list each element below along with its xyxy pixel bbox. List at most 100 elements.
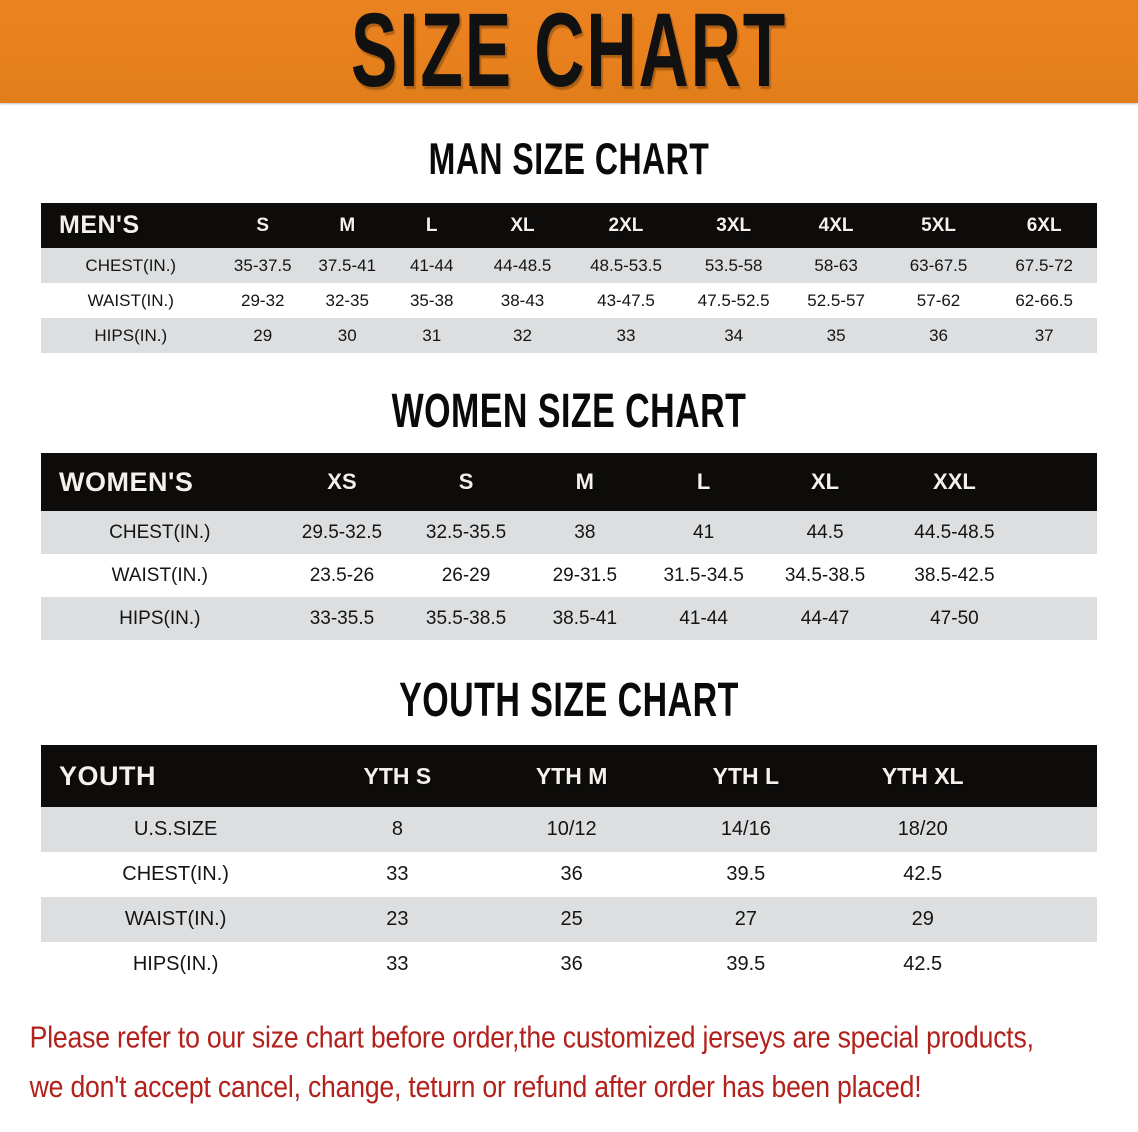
cell: 57-62 — [916, 290, 961, 310]
cell: 29-31.5 — [552, 564, 618, 586]
man-col-6xl: 6XL — [1026, 214, 1062, 236]
cell: 33 — [386, 953, 409, 975]
cell: 47.5-52.5 — [697, 290, 770, 310]
page-banner: SIZE CHART — [0, 0, 1138, 103]
cell: 38 — [574, 521, 596, 543]
cell: 63-67.5 — [909, 255, 968, 275]
cell: 14/16 — [720, 818, 771, 840]
youth-table-body: U.S.SIZE 8 10/12 14/16 18/20 CHEST(IN.) … — [41, 807, 1097, 987]
table-row: CHEST(IN.) 35-37.5 37.5-41 41-44 44-48.5… — [41, 248, 1097, 283]
cell: 36 — [560, 863, 583, 885]
youth-corner-label: YOUTH — [59, 760, 156, 791]
cell: 29 — [253, 325, 273, 345]
row-label-waist: WAIST(IN.) — [111, 564, 208, 586]
cell: 26-29 — [441, 564, 491, 586]
youth-section-title: YOUTH SIZE CHART — [399, 673, 739, 728]
cell: 34 — [724, 325, 744, 345]
cell: 36 — [929, 325, 948, 345]
row-label-waist: WAIST(IN.) — [124, 908, 227, 930]
cell: 33 — [386, 863, 409, 885]
cell: 43-47.5 — [597, 290, 655, 310]
women-table-body: CHEST(IN.) 29.5-32.5 32.5-35.5 38 41 44.… — [41, 511, 1097, 640]
cell: 29.5-32.5 — [301, 521, 383, 543]
disclaimer-line-2: we don't accept cancel, change, teturn o… — [29, 1070, 922, 1104]
cell: 62-66.5 — [1015, 290, 1073, 310]
cell: 30 — [337, 325, 357, 345]
cell: 37 — [1034, 325, 1054, 345]
disclaimer-line-1: Please refer to our size chart before or… — [29, 1020, 1034, 1055]
women-size-table-wrapper: WOMEN'S XS S M L XL XXL CHEST(IN.) 29.5-… — [41, 453, 1097, 640]
table-row: CHEST(IN.) 33 36 39.5 42.5 — [41, 852, 1097, 897]
cell: 29 — [911, 908, 934, 930]
table-row: WAIST(IN.) 29-32 32-35 35-38 38-43 43-47… — [41, 283, 1097, 318]
row-label-chest: CHEST(IN.) — [109, 521, 211, 543]
women-col-xl: XL — [811, 469, 840, 494]
youth-col-yth-xl: YTH XL — [881, 762, 964, 789]
table-row: U.S.SIZE 8 10/12 14/16 18/20 — [41, 807, 1097, 852]
man-col-2xl: 2XL — [608, 214, 644, 236]
cell-spacer — [1012, 897, 1097, 942]
women-col-s: S — [458, 469, 474, 494]
cell: 53.5-58 — [704, 255, 763, 275]
cell: 33 — [616, 325, 636, 345]
table-row: WAIST(IN.) 23 25 27 29 — [41, 897, 1097, 942]
cell: 38.5-41 — [552, 607, 618, 629]
disclaimer: Please refer to our size chart before or… — [8, 1013, 1113, 1112]
cell: 38.5-42.5 — [914, 564, 995, 586]
cell: 32-35 — [325, 290, 369, 310]
cell-spacer — [1012, 807, 1097, 852]
cell: 35-38 — [409, 290, 454, 310]
row-label-chest: CHEST(IN.) — [122, 863, 229, 885]
cell: 44.5 — [806, 521, 844, 543]
row-label-chest: CHEST(IN.) — [85, 255, 177, 275]
women-corner-label: WOMEN'S — [59, 466, 194, 497]
table-row: HIPS(IN.) 33-35.5 35.5-38.5 38.5-41 41-4… — [41, 597, 1097, 640]
cell: 39.5 — [726, 863, 766, 885]
youth-col-spacer — [1012, 745, 1097, 807]
cell: 33-35.5 — [309, 607, 375, 629]
women-section-title: WOMEN SIZE CHART — [391, 384, 747, 439]
cell: 41-44 — [409, 255, 454, 275]
cell: 44.5-48.5 — [914, 521, 995, 543]
cell: 18/20 — [897, 818, 948, 840]
youth-col-yth-s: YTH S — [363, 762, 432, 789]
man-header-row: MEN'S S M L XL 2XL 3XL 4XL 5XL 6XL — [41, 203, 1097, 248]
women-col-spacer — [1023, 453, 1097, 511]
women-header-row: WOMEN'S XS S M L XL XXL — [41, 453, 1097, 511]
row-label-hips: HIPS(IN.) — [132, 953, 219, 975]
women-col-xxl: XXL — [933, 469, 976, 494]
man-col-m: M — [339, 214, 356, 236]
man-col-xl: XL — [510, 214, 535, 236]
cell: 27 — [734, 908, 757, 930]
cell: 37.5-41 — [318, 255, 377, 275]
man-size-table-wrapper: MEN'S S M L XL 2XL 3XL 4XL 5XL 6XL CHEST… — [41, 203, 1097, 353]
cell-spacer — [1023, 554, 1097, 597]
cell: 44-48.5 — [493, 255, 552, 275]
cell: 23 — [386, 908, 409, 930]
cell: 31 — [422, 325, 442, 345]
cell-spacer — [1012, 852, 1097, 897]
man-corner-label: MEN'S — [59, 211, 140, 239]
cell: 67.5-72 — [1015, 255, 1073, 275]
table-row: WAIST(IN.) 23.5-26 26-29 29-31.5 31.5-34… — [41, 554, 1097, 597]
man-col-3xl: 3XL — [716, 214, 752, 236]
cell: 32.5-35.5 — [425, 521, 507, 543]
cell: 58-63 — [814, 255, 858, 275]
women-size-table: WOMEN'S XS S M L XL XXL CHEST(IN.) 29.5-… — [41, 453, 1097, 640]
cell: 25 — [560, 908, 583, 930]
youth-size-table-wrapper: YOUTH YTH S YTH M YTH L YTH XL U.S.SIZE … — [41, 745, 1097, 987]
cell: 31.5-34.5 — [663, 564, 744, 586]
man-col-5xl: 5XL — [921, 214, 956, 236]
women-col-xs: XS — [327, 469, 357, 494]
youth-header-row: YOUTH YTH S YTH M YTH L YTH XL — [41, 745, 1097, 807]
cell: 29-32 — [241, 290, 285, 310]
cell: 38-43 — [500, 290, 545, 310]
youth-size-table: YOUTH YTH S YTH M YTH L YTH XL U.S.SIZE … — [41, 745, 1097, 987]
man-col-l: L — [425, 214, 438, 236]
man-size-table: MEN'S S M L XL 2XL 3XL 4XL 5XL 6XL CHEST… — [41, 203, 1097, 353]
row-label-waist: WAIST(IN.) — [87, 290, 174, 310]
cell: 52.5-57 — [807, 290, 865, 310]
man-section-title: MAN SIZE CHART — [428, 133, 710, 184]
cell: 42.5 — [903, 953, 943, 975]
